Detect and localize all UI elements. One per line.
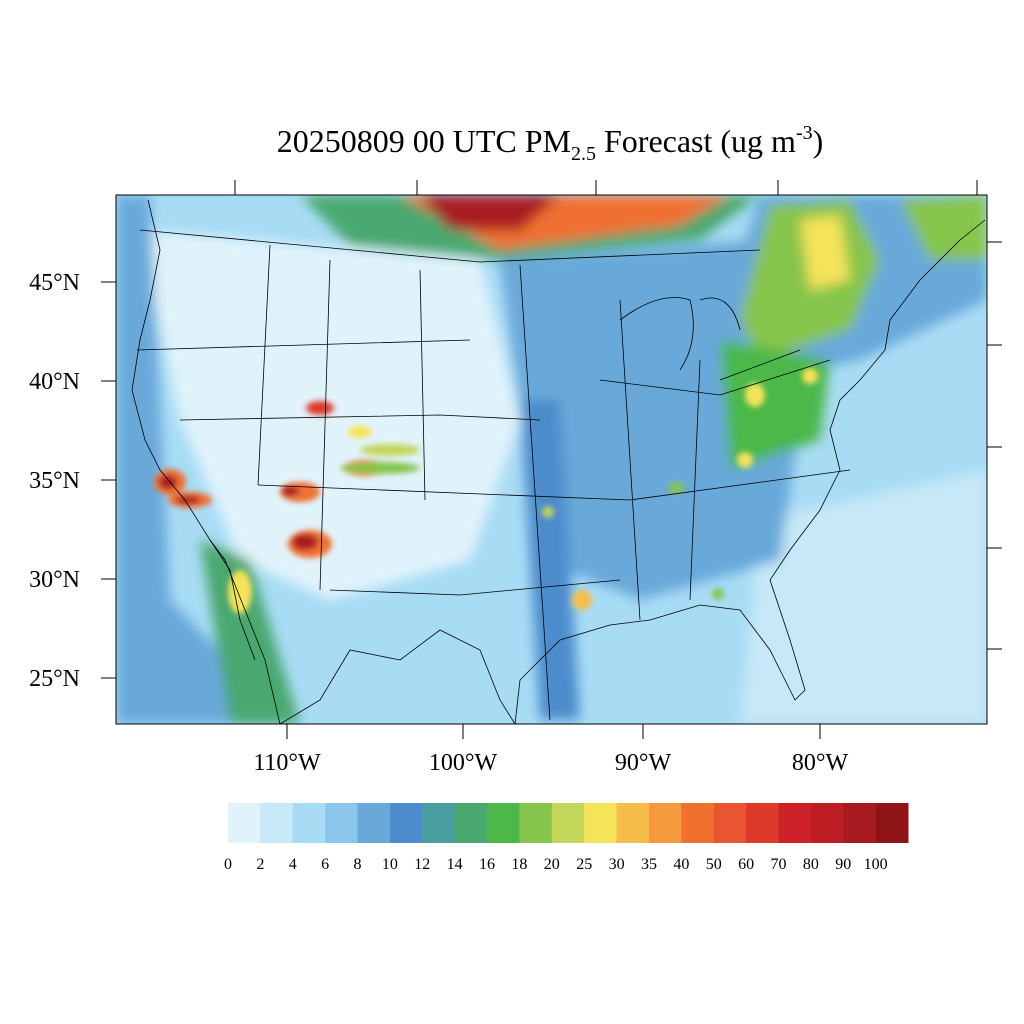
- colorbar-box: [260, 803, 294, 843]
- colorbar-label: 10: [382, 856, 398, 873]
- map-frame: [115, 194, 988, 725]
- title-superscript: -3: [796, 122, 813, 144]
- title: 20250809 00 UTC PM2.5 Forecast (ug m-3): [277, 122, 824, 165]
- colorbar-box: [228, 803, 261, 843]
- map-field: [116, 195, 987, 724]
- colorbar-box: [551, 803, 585, 843]
- lat-label: 35°N: [29, 468, 80, 494]
- axes: 45°N 40°N 35°N 30°N 25°N 110°W 100°W 90°W 80°W: [29, 270, 848, 776]
- colorbar-label: 80: [803, 856, 819, 873]
- colorbar-label: 12: [414, 856, 430, 873]
- colorbar-label: 60: [738, 856, 754, 873]
- colorbar-label: 35: [641, 856, 657, 873]
- frame-ticks: [234, 180, 1002, 650]
- colorbar-box: [616, 803, 650, 843]
- colorbar-label: 70: [770, 856, 786, 873]
- colorbar-label: 8: [354, 856, 362, 873]
- colorbar-label: 16: [479, 856, 495, 873]
- title-close: ): [813, 123, 824, 159]
- lat-label: 25°N: [29, 666, 80, 692]
- colorbar-label: 6: [321, 856, 329, 873]
- colorbar-label: 50: [706, 856, 722, 873]
- colorbar-label: 30: [609, 856, 625, 873]
- lat-label: 40°N: [29, 369, 80, 395]
- colorbar-box: [778, 803, 812, 843]
- colorbar-box: [746, 803, 779, 843]
- colorbar-box: [681, 803, 715, 843]
- colorbar-label: 100: [864, 856, 888, 873]
- lon-label: 80°W: [792, 750, 849, 776]
- lat-label: 45°N: [29, 270, 80, 296]
- colorbar-box: [875, 803, 909, 843]
- colorbar-box: [422, 803, 456, 843]
- colorbar-label: 25: [576, 856, 592, 873]
- lat-label: 30°N: [29, 567, 80, 593]
- colorbar-box: [357, 803, 391, 843]
- lon-label: 110°W: [253, 750, 321, 776]
- title-date: 20250809: [277, 123, 405, 159]
- colorbar-box: [487, 803, 520, 843]
- colorbar-label: 20: [544, 856, 560, 873]
- colorbar-box: [292, 803, 326, 843]
- colorbar-label: 90: [835, 856, 851, 873]
- colorbar-label: 18: [511, 856, 527, 873]
- lon-label: 90°W: [615, 750, 672, 776]
- colorbar-box: [843, 803, 877, 843]
- colorbar-box: [713, 803, 747, 843]
- title-rest: Forecast (ug m: [604, 123, 796, 159]
- colorbar-label: 40: [673, 856, 689, 873]
- colorbar-box: [519, 803, 553, 843]
- colorbar-label: 2: [256, 856, 264, 873]
- title-hour: 00 UTC PM: [413, 123, 571, 159]
- colorbar: 0 2 4 6 8 10 12 14 16 18 20 25 30 35 40 50 60 70 80 90 100: [224, 803, 909, 873]
- colorbar-label: 4: [289, 856, 297, 873]
- colorbar-box: [648, 803, 682, 843]
- title-subscript: 2.5: [571, 143, 596, 165]
- colorbar-box: [389, 803, 423, 843]
- lon-label: 100°W: [429, 750, 498, 776]
- colorbar-label: 0: [224, 856, 232, 873]
- colorbar-box: [325, 803, 359, 843]
- colorbar-box: [584, 803, 618, 843]
- colorbar-label: 14: [447, 856, 463, 873]
- colorbar-box: [810, 803, 844, 843]
- colorbar-box: [454, 803, 488, 843]
